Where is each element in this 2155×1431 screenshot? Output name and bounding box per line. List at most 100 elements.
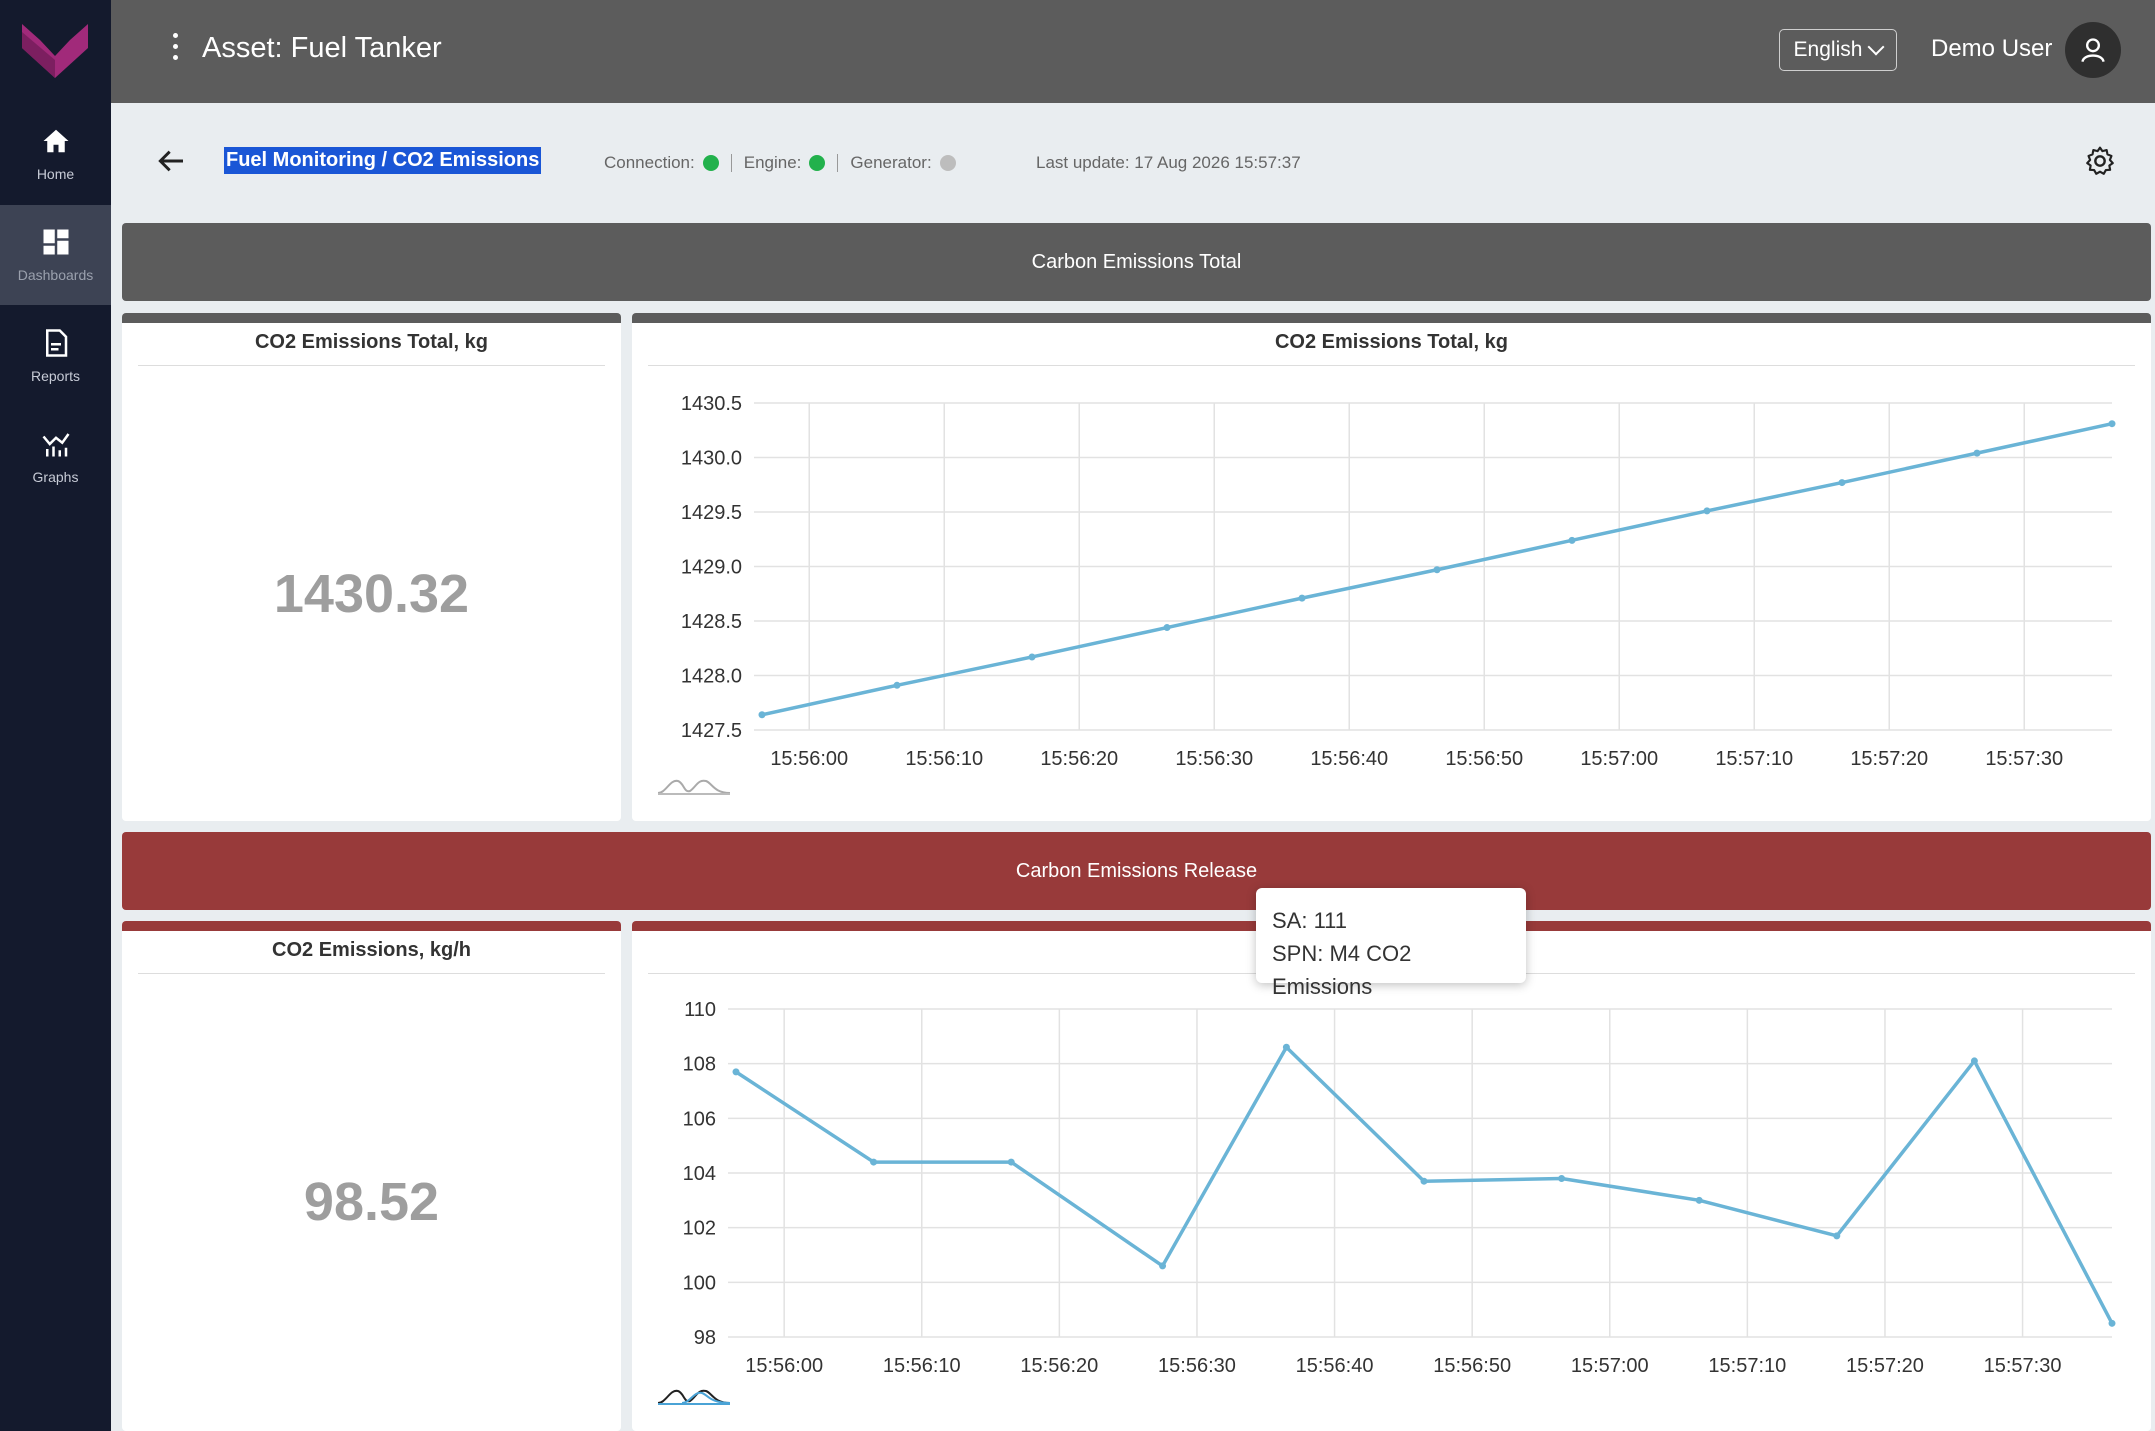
x-tick-label: 15:57:10 xyxy=(1708,1355,1786,1377)
x-tick-label: 15:57:30 xyxy=(1985,748,2063,770)
section-header-release: Carbon Emissions Release xyxy=(122,832,2151,910)
emissions-rate-chart[interactable]: 98 100 102 104 106 108 110 15:56:00 15:56:10 15:5… xyxy=(632,921,2151,1431)
sidebar-item-label: Graphs xyxy=(32,469,79,485)
x-tick-label: 15:56:00 xyxy=(745,1355,823,1377)
y-tick-label: 98 xyxy=(694,1327,716,1349)
x-tick-label: 15:56:50 xyxy=(1445,748,1523,770)
sidebar-item-label: Reports xyxy=(30,368,81,384)
data-point xyxy=(1838,479,1846,487)
data-point xyxy=(758,711,766,719)
brand-logo xyxy=(22,24,88,78)
data-point xyxy=(893,681,901,689)
y-tick-label: 102 xyxy=(683,1218,716,1240)
data-point xyxy=(870,1158,878,1166)
y-tick-label: 1428.5 xyxy=(681,611,742,633)
section-title: Carbon Emissions Release xyxy=(1015,859,1258,882)
card-title: CO2 Emissions Total, kg xyxy=(254,331,489,353)
y-tick-label: 106 xyxy=(683,1108,716,1130)
x-tick-label: 15:56:10 xyxy=(905,748,983,770)
value-card-total: CO2 Emissions Total, kg 1430.32 xyxy=(122,313,621,821)
y-tick-label: 1430.0 xyxy=(681,448,742,470)
x-tick-label: 15:56:40 xyxy=(1310,748,1388,770)
status-indicators: Connection: Engine: Generator: xyxy=(604,153,956,173)
generator-label: Generator: xyxy=(850,153,932,172)
x-tick-label: 15:57:00 xyxy=(1580,748,1658,770)
engine-status-dot xyxy=(809,155,826,171)
data-point xyxy=(1973,449,1981,457)
sidebar-item-dashboards[interactable]: Dashboards xyxy=(0,205,111,305)
value-card-rate: CO2 Emissions, kg/h 98.52 xyxy=(122,921,621,1431)
x-tick-label: 15:57:00 xyxy=(1571,1355,1649,1377)
data-point xyxy=(1159,1262,1167,1270)
x-tick-label: 15:56:00 xyxy=(770,748,848,770)
sidebar: Home Dashboards Reports Graphs xyxy=(0,0,111,1431)
data-point xyxy=(1282,1043,1290,1051)
x-tick-label: 15:56:20 xyxy=(1040,748,1118,770)
data-point xyxy=(1028,653,1036,661)
home-icon xyxy=(43,129,68,153)
y-tick-label: 1429.5 xyxy=(681,502,742,524)
back-arrow-icon[interactable] xyxy=(155,145,187,177)
x-tick-label: 15:56:50 xyxy=(1433,1355,1511,1377)
card-title: CO2 Emissions Total, kg xyxy=(1274,331,1509,353)
y-tick-label: 1428.0 xyxy=(681,666,742,688)
language-select[interactable]: English xyxy=(1779,29,1897,71)
section-header-total: Carbon Emissions Total xyxy=(122,223,2151,301)
dashboard-icon xyxy=(43,229,68,255)
x-tick-label: 15:57:10 xyxy=(1715,748,1793,770)
x-tick-label: 15:57:30 xyxy=(1984,1355,2062,1377)
sidebar-item-home[interactable]: Home xyxy=(0,104,111,204)
x-tick-label: 15:57:20 xyxy=(1850,748,1928,770)
total-emissions-chart[interactable]: 1427.5 1428.0 1428.5 1429.0 1429.5 1430.0 1430… xyxy=(632,313,2151,821)
data-point xyxy=(1433,566,1441,574)
data-point xyxy=(1298,594,1306,602)
data-point xyxy=(1568,536,1576,544)
sidebar-item-graphs[interactable]: Graphs xyxy=(0,407,111,507)
top-bar: Asset: Fuel Tanker English Demo User xyxy=(111,0,2155,103)
y-tick-label: 1429.0 xyxy=(681,557,742,579)
x-tick-label: 15:56:30 xyxy=(1158,1355,1236,1377)
chevron-down-icon xyxy=(1867,38,1885,56)
breadcrumb[interactable]: Fuel Monitoring / CO2 Emissions xyxy=(224,147,542,174)
connection-status-dot xyxy=(702,155,719,171)
y-tick-label: 108 xyxy=(683,1054,716,1076)
more-menu-icon[interactable] xyxy=(169,30,181,70)
generator-status-dot xyxy=(939,155,956,171)
chart-card-total: CO2 Emissions Total, kg 1427.5 1428.0 1428… xyxy=(632,313,2151,821)
connection-label: Connection: xyxy=(604,153,695,172)
total-value: 1430.32 xyxy=(273,564,470,624)
engine-label: Engine: xyxy=(743,153,802,172)
y-tick-label: 100 xyxy=(683,1272,716,1294)
sidebar-item-label: Dashboards xyxy=(17,267,94,283)
x-tick-label: 15:56:10 xyxy=(883,1355,961,1377)
chart-toggle-icon[interactable] xyxy=(656,773,732,797)
language-label: English xyxy=(1793,38,1863,61)
y-tick-label: 1430.5 xyxy=(681,393,742,415)
data-point xyxy=(1703,507,1711,515)
chart-tooltip: SA: 111 SPN: M4 CO2 Emissions xyxy=(1256,888,1526,999)
asset-title: Asset: Fuel Tanker xyxy=(202,32,442,64)
data-point xyxy=(1007,1158,1015,1166)
sidebar-item-label: Home xyxy=(36,166,75,182)
sidebar-item-reports[interactable]: Reports xyxy=(0,306,111,406)
user-icon xyxy=(2081,38,2105,63)
report-icon xyxy=(45,329,67,357)
data-point xyxy=(1420,1177,1428,1185)
data-point xyxy=(2108,420,2116,428)
graph-icon xyxy=(42,433,70,457)
divider xyxy=(730,154,732,172)
chart-toggle-icon[interactable] xyxy=(656,1383,732,1407)
rate-value: 98.52 xyxy=(303,1172,440,1232)
data-point xyxy=(2108,1319,2116,1327)
x-tick-label: 15:56:40 xyxy=(1296,1355,1374,1377)
divider xyxy=(837,154,839,172)
gear-icon[interactable] xyxy=(2084,145,2116,177)
last-update: Last update: 17 Aug 2026 15:57:37 xyxy=(1036,153,1301,172)
y-tick-label: 1427.5 xyxy=(681,720,742,742)
data-point xyxy=(1163,624,1171,632)
data-point xyxy=(732,1068,740,1076)
avatar[interactable] xyxy=(2065,22,2121,78)
tooltip-line: SPN: M4 CO2 Emissions xyxy=(1272,941,1412,999)
user-name[interactable]: Demo User xyxy=(1931,35,2053,62)
data-point xyxy=(1833,1232,1841,1240)
